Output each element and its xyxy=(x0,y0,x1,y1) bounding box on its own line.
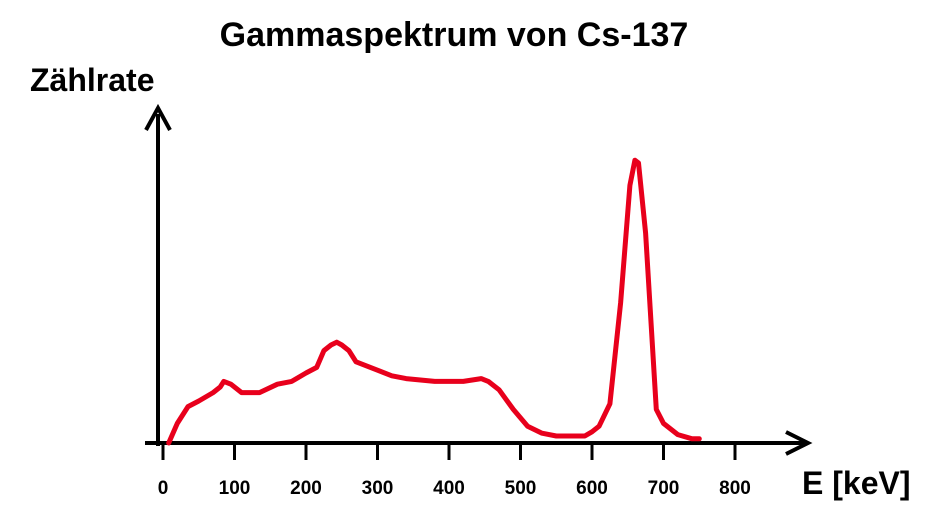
series-line-0 xyxy=(166,157,702,446)
x-tick-label-300: 300 xyxy=(362,478,394,499)
x-axis-label: E [keV] xyxy=(802,465,910,501)
y-axis-label: Zählrate xyxy=(30,62,154,98)
x-tick-label-600: 600 xyxy=(576,478,608,499)
x-tick-label-100: 100 xyxy=(219,478,251,499)
x-axis-arrow xyxy=(785,430,813,456)
chart-title: Gammaspektrum von Cs-137 xyxy=(220,16,689,54)
y-axis-arrow xyxy=(144,103,172,131)
x-tick-label-500: 500 xyxy=(505,478,537,499)
x-tick-label-0: 0 xyxy=(158,478,169,499)
x-tick-labels: 0 100 200 300 400 500 600 700 800 xyxy=(158,478,751,499)
x-tick-label-200: 200 xyxy=(290,478,322,499)
x-tick-label-400: 400 xyxy=(433,478,465,499)
x-tick-label-800: 800 xyxy=(719,478,751,499)
series-layer xyxy=(166,157,702,446)
x-tick-label-700: 700 xyxy=(648,478,680,499)
x-ticks xyxy=(161,442,737,460)
